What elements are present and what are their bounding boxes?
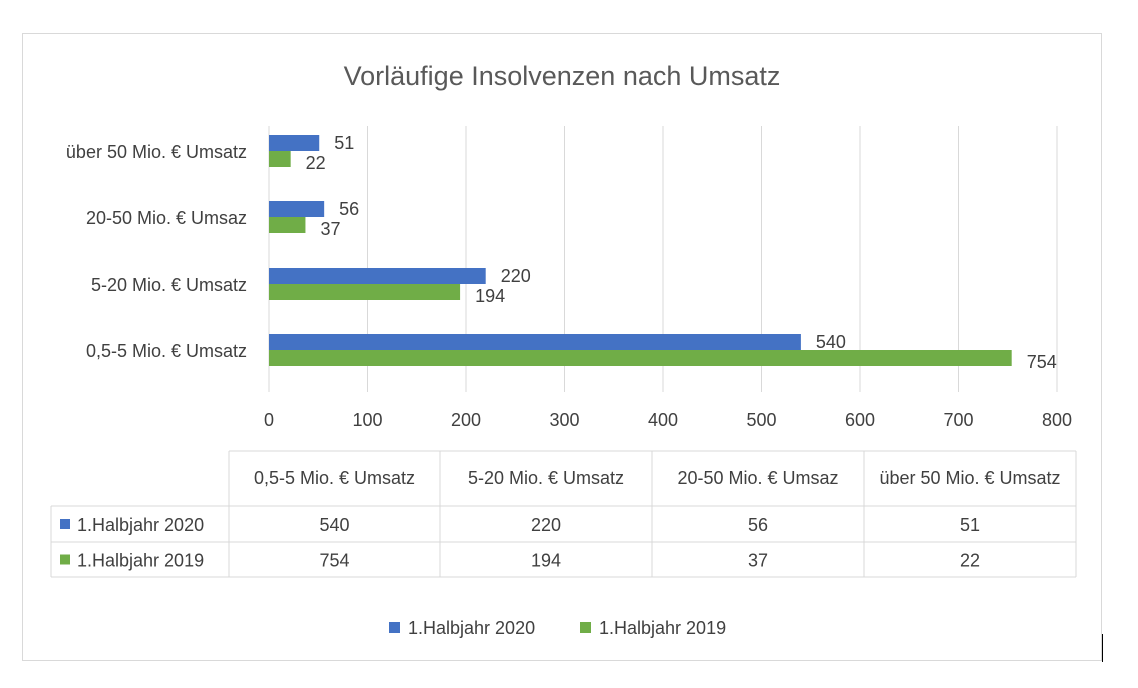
category-label: 0,5-5 Mio. € Umsatz [86,341,247,361]
bar-h1-2019 [269,350,1012,366]
legend-label: 1.Halbjahr 2019 [599,618,726,638]
category-label: 5-20 Mio. € Umsatz [91,275,247,295]
table-value-cell: 540 [319,515,349,535]
table-series-name: 1.Halbjahr 2020 [77,515,204,535]
x-tick-label: 700 [943,410,973,430]
bar-h1-2019 [269,284,461,300]
chart-title: Vorläufige Insolvenzen nach Umsatz [344,61,781,91]
x-tick-label: 400 [648,410,678,430]
x-tick-label: 0 [264,410,274,430]
bar-h1-2019 [269,217,306,233]
data-label: 220 [501,266,531,286]
data-label: 540 [816,332,846,352]
x-tick-label: 500 [746,410,776,430]
x-tick-label: 300 [549,410,579,430]
table-legend-swatch [60,554,70,565]
table-value-cell: 51 [960,515,980,535]
edge-mark [1102,634,1103,662]
table-value-cell: 754 [319,551,349,571]
x-tick-label: 600 [845,410,875,430]
table-header-cell: 5-20 Mio. € Umsatz [468,468,624,488]
category-label: 20-50 Mio. € Umsaz [86,208,247,228]
data-label: 51 [334,133,354,153]
bar-h1-2020 [269,201,325,217]
table-value-cell: 56 [748,515,768,535]
table-value-cell: 220 [531,515,561,535]
bar-h1-2020 [269,268,486,284]
legend-label: 1.Halbjahr 2020 [408,618,535,638]
bar-h1-2020 [269,135,320,151]
table-value-cell: 37 [748,551,768,571]
table-header-cell: über 50 Mio. € Umsatz [879,468,1060,488]
chart-frame [22,33,1102,661]
data-label: 754 [1027,352,1057,372]
legend-swatch [580,622,591,633]
table-header-cell: 20-50 Mio. € Umsaz [677,468,838,488]
table-legend-swatch [60,519,70,529]
data-label: 194 [475,286,505,306]
data-label: 37 [320,219,340,239]
data-label: 56 [339,199,359,219]
table-value-cell: 194 [531,551,561,571]
data-label: 22 [306,153,326,173]
x-tick-label: 800 [1042,410,1072,430]
category-label: über 50 Mio. € Umsatz [66,142,247,162]
legend-swatch [389,622,400,633]
x-tick-label: 200 [451,410,481,430]
bar-h1-2020 [269,334,801,350]
table-value-cell: 22 [960,551,980,571]
table-header-cell: 0,5-5 Mio. € Umsatz [254,468,415,488]
bar-h1-2019 [269,151,291,167]
x-tick-label: 100 [352,410,382,430]
table-series-name: 1.Halbjahr 2019 [77,551,204,571]
